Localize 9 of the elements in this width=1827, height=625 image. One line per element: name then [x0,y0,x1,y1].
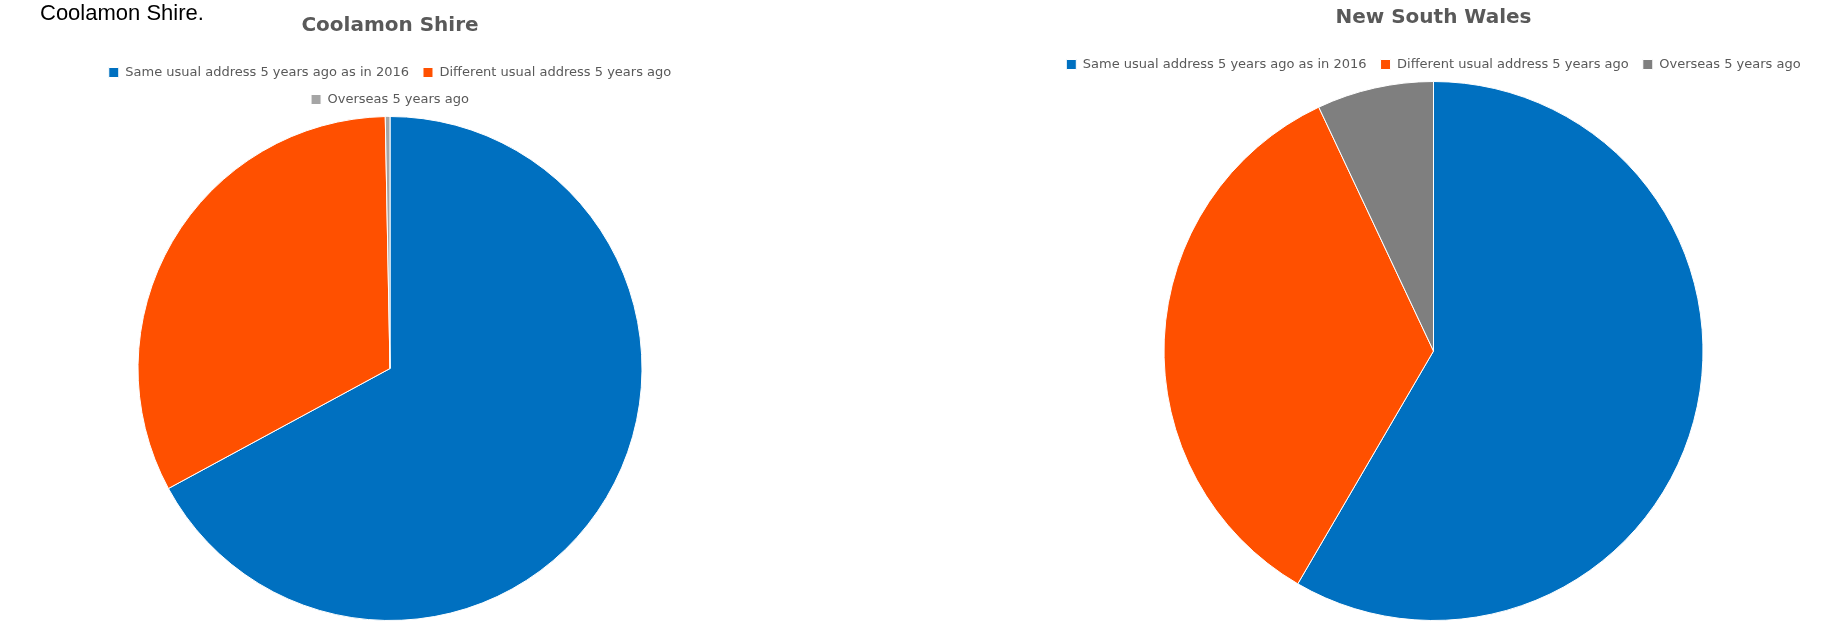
legend-label: Overseas 5 years ago [1659,55,1801,71]
legend-label: Overseas 5 years ago [327,90,469,106]
chart-title: New South Wales [1335,4,1532,29]
legend-label: Different usual address 5 years ago [439,63,672,79]
legend-label: Same usual address 5 years ago as in 2016 [125,63,409,79]
legend-label: Different usual address 5 years ago [1397,55,1629,71]
text: Coolamon Shire. [40,0,204,26]
chart-title: Coolamon Shire [301,12,479,37]
legend-label: Same usual address 5 years ago as in 2016 [1082,55,1367,71]
